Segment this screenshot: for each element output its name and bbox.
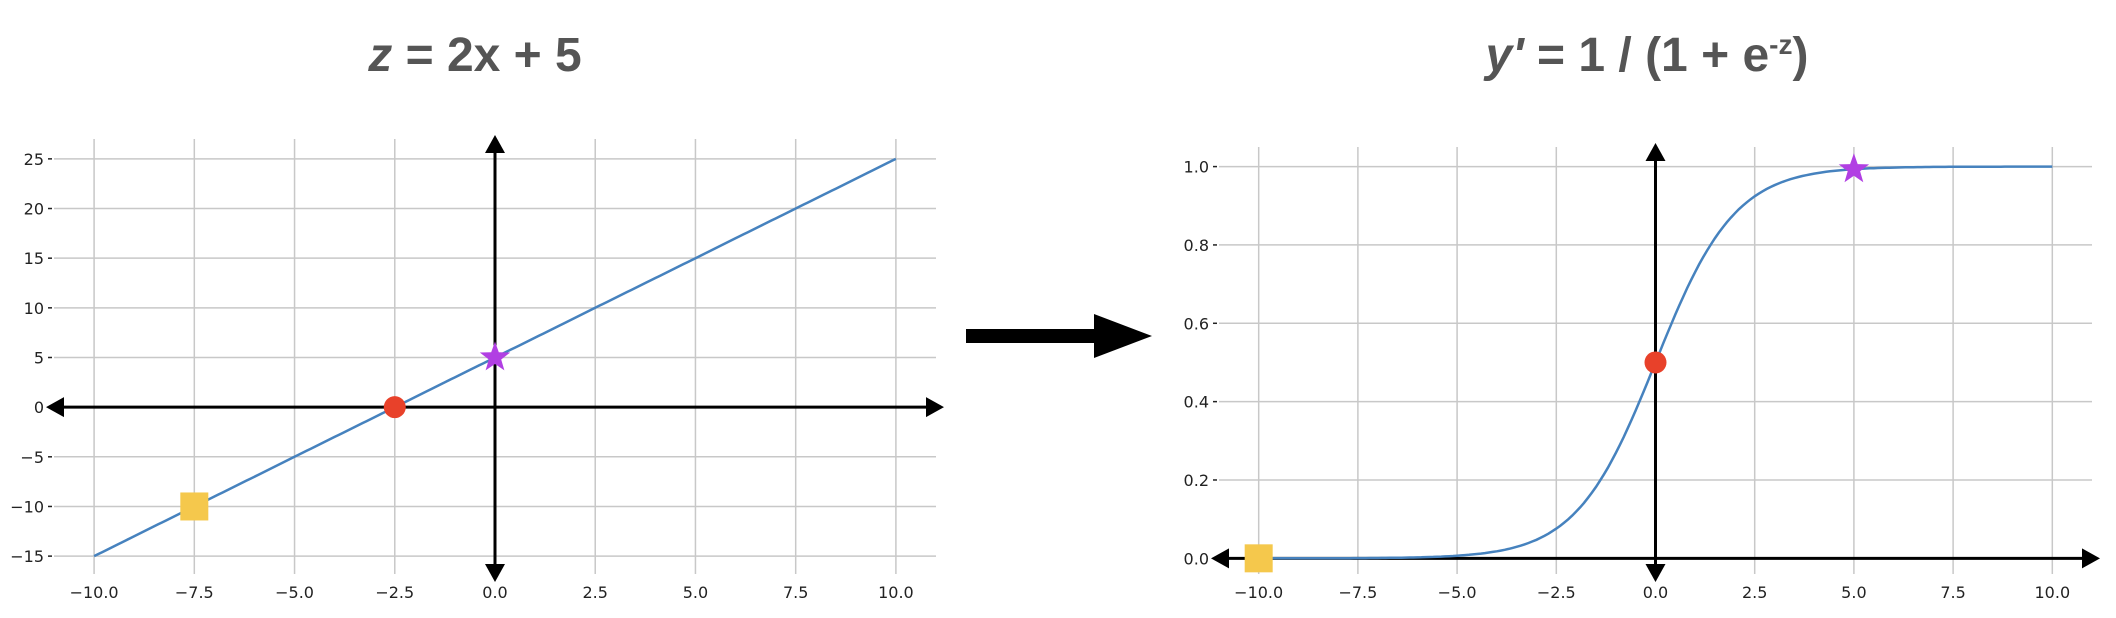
circle-marker <box>1644 351 1667 374</box>
star-marker <box>479 341 511 371</box>
x-tick-label: −2.5 <box>1537 583 1576 602</box>
title-variable: z <box>368 29 393 82</box>
y-axis-down-arrow <box>1645 564 1666 582</box>
y-tick-label: 15 <box>24 249 44 268</box>
x-tick-label: 2.5 <box>583 583 608 602</box>
y-tick-label: −15 <box>10 547 44 566</box>
x-tick-label: 0.0 <box>1643 583 1668 602</box>
x-tick-label: 7.5 <box>1940 583 1965 602</box>
linear-chart: −10.0 −7.5 −5.0 −2.5 0.0 2.5 5.0 7.5 10.0 −15 −10 −… <box>10 135 944 602</box>
x-tick-label: −5.0 <box>275 583 314 602</box>
title-end: ) <box>1792 29 1809 82</box>
title-variable: y' <box>1485 29 1524 82</box>
y-tick-label: −5 <box>20 448 44 467</box>
x-tick-label: −5.0 <box>1438 583 1477 602</box>
x-tick-label: 5.0 <box>683 583 708 602</box>
x-tick-label: −2.5 <box>375 583 414 602</box>
x-tick-label: −10.0 <box>1234 583 1283 602</box>
sigmoid-chart: −10.0 −7.5 −5.0 −2.5 0.0 2.5 5.0 7.5 10.0 0.0 0.2 0… <box>1184 143 2100 602</box>
x-tick-label: 5.0 <box>1841 583 1866 602</box>
y-tick-label: 1.0 <box>1184 158 1209 177</box>
y-tick-label: 0.8 <box>1184 236 1209 255</box>
y-tick-label: 0.0 <box>1184 549 1209 568</box>
y-axis-up-arrow <box>1645 143 1666 161</box>
title-text: = 2x + 5 <box>392 29 582 82</box>
y-tick-label: 0.6 <box>1184 314 1209 333</box>
y-tick-label: 25 <box>24 150 44 169</box>
left-chart-title: z = 2x + 5 <box>125 28 825 83</box>
x-tick-label: 10.0 <box>2035 583 2071 602</box>
y-tick-label: 5 <box>34 348 44 367</box>
y-tick-label: 0.4 <box>1184 393 1209 412</box>
y-tick-label: 0.2 <box>1184 471 1209 490</box>
arrow-shaft <box>966 329 1096 343</box>
y-tick-label: 20 <box>24 200 44 219</box>
title-text: = 1 / (1 + e <box>1523 29 1770 82</box>
x-tick-label: −10.0 <box>70 583 119 602</box>
x-tick-label: 0.0 <box>482 583 507 602</box>
y-tick-label: −10 <box>10 497 44 516</box>
transform-arrow <box>966 314 1152 358</box>
square-marker <box>180 492 209 521</box>
x-axis-right-arrow <box>926 397 944 418</box>
y-tick-label: 0 <box>34 398 44 417</box>
y-axis-down-arrow <box>485 564 505 582</box>
right-chart-title: y' = 1 / (1 + e-z) <box>1297 28 1997 83</box>
star-marker <box>1838 153 1870 183</box>
circle-marker <box>383 396 406 419</box>
square-marker <box>1244 544 1273 573</box>
y-axis-up-arrow <box>485 135 505 153</box>
x-axis-right-arrow <box>2082 548 2100 569</box>
x-tick-label: 7.5 <box>783 583 808 602</box>
title-superscript: -z <box>1769 29 1793 60</box>
x-tick-label: 2.5 <box>1742 583 1767 602</box>
x-tick-label: −7.5 <box>175 583 214 602</box>
x-axis-left-arrow <box>1211 548 1229 569</box>
x-axis-left-arrow <box>46 397 64 418</box>
x-tick-label: 10.0 <box>878 583 914 602</box>
arrow-head <box>1094 314 1152 358</box>
x-tick-label: −7.5 <box>1338 583 1377 602</box>
y-tick-label: 10 <box>24 299 44 318</box>
